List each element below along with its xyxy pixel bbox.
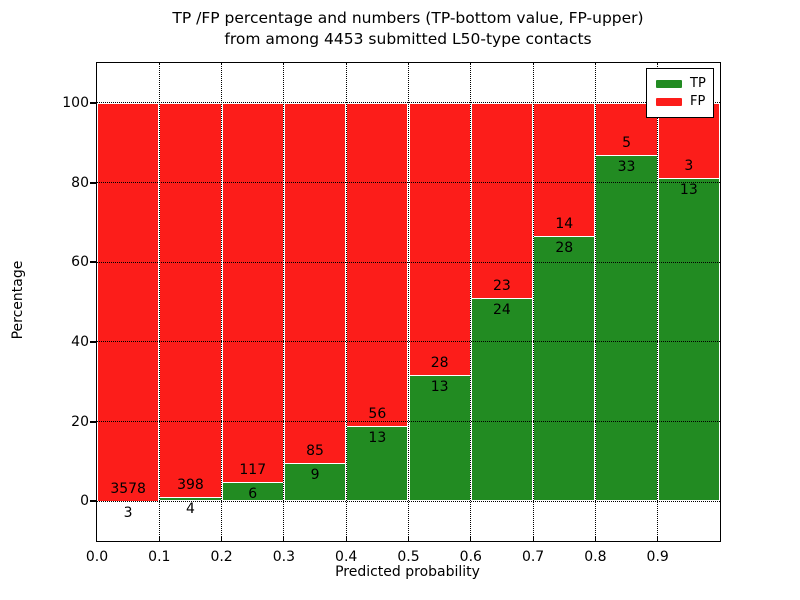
vertical-gridline <box>221 63 223 541</box>
fp-bar-segment <box>533 102 596 236</box>
vertical-gridline <box>470 63 472 541</box>
fp-count-label: 398 <box>177 477 204 494</box>
y-axis-tick <box>90 340 96 343</box>
vertical-gridline <box>158 63 160 541</box>
y-axis-tick <box>90 261 96 264</box>
x-tick-label: 0.2 <box>210 549 233 565</box>
tp-count-label: 9 <box>310 467 320 484</box>
chart-title-line1: TP /FP percentage and numbers (TP-bottom… <box>172 9 644 27</box>
x-axis-tick <box>470 537 472 541</box>
tp-count-label: 28 <box>555 239 574 256</box>
fp-bar-segment <box>346 102 409 427</box>
fp-bar-segment <box>159 102 222 498</box>
x-axis-tick <box>407 537 410 541</box>
legend-item-fp: FP <box>647 95 713 109</box>
legend-label-fp: FP <box>690 94 706 109</box>
fp-count-label: 14 <box>555 215 574 232</box>
x-axis-tick <box>221 537 223 541</box>
fp-count-label: 5 <box>622 135 631 152</box>
tp-bar-segment <box>408 374 471 502</box>
legend: TP FP <box>646 68 714 118</box>
tp-count-label: 13 <box>430 378 449 395</box>
tp-bar-segment <box>595 155 658 502</box>
x-tick-label: 0.9 <box>646 549 669 565</box>
chart-title: TP /FP percentage and numbers (TP-bottom… <box>8 8 800 50</box>
vertical-gridline <box>657 63 659 541</box>
y-axis-tick <box>90 181 96 184</box>
y-tick-label: 60 <box>71 254 89 271</box>
x-axis-tick <box>283 537 285 541</box>
x-tick-label: 0.7 <box>521 549 545 565</box>
plot-area: TP FP 3578 3 398 4 117 6 85 9 56 13 28 13 23 24 14 28 5 3… <box>62 62 721 565</box>
fp-bar-segment <box>221 102 284 482</box>
x-axis-tick <box>158 537 160 541</box>
horizontal-gridline <box>97 102 720 104</box>
fp-count-label: 56 <box>368 406 387 423</box>
fp-count-label: 117 <box>239 461 267 478</box>
fp-bar-segment <box>283 102 347 464</box>
fp-count-label: 23 <box>493 277 511 294</box>
x-tick-label: 0.1 <box>148 549 171 565</box>
tp-bar-segment <box>283 463 347 502</box>
x-axis-tick <box>345 537 347 541</box>
tp-bar-segment <box>470 297 534 502</box>
y-axis-tick <box>90 101 96 104</box>
horizontal-gridline <box>97 261 720 263</box>
fp-count-label: 28 <box>430 354 449 371</box>
y-axis-tick <box>90 500 96 503</box>
x-axis-tick <box>657 537 659 541</box>
y-tick-label: 20 <box>71 413 89 430</box>
x-tick-label: 0.3 <box>272 549 296 565</box>
legend-item-tp: TP <box>647 77 713 91</box>
horizontal-gridline <box>97 421 720 422</box>
tp-count-label: 24 <box>493 301 511 318</box>
x-axis-label: Predicted probability <box>335 564 480 580</box>
y-tick-label: 100 <box>62 94 89 111</box>
fp-swatch-icon <box>656 98 682 106</box>
tp-count-label: 13 <box>368 430 387 447</box>
x-axis-tick <box>532 537 534 541</box>
vertical-gridline <box>532 63 534 541</box>
tp-swatch-icon <box>656 80 682 88</box>
fp-count-label: 3578 <box>110 480 146 497</box>
tp-count-label: 4 <box>185 501 195 518</box>
fp-bar-segment <box>408 102 471 375</box>
vertical-gridline <box>283 63 285 541</box>
x-tick-label: 0.6 <box>459 549 482 565</box>
y-tick-label: 0 <box>80 493 89 510</box>
vertical-gridline <box>594 63 596 541</box>
horizontal-gridline <box>97 341 720 343</box>
x-tick-label: 0.8 <box>584 549 607 565</box>
tp-count-label: 3 <box>123 504 133 521</box>
x-tick-label: 0.0 <box>85 549 109 565</box>
tp-count-label: 6 <box>248 485 258 502</box>
vertical-gridline <box>345 63 347 541</box>
y-axis-tick <box>90 420 96 423</box>
chart-title-line2: from among 4453 submitted L50-type conta… <box>224 30 592 48</box>
fp-count-label: 85 <box>306 443 324 460</box>
tp-count-label: 13 <box>679 181 698 198</box>
y-tick-label: 80 <box>71 174 89 191</box>
y-tick-label: 40 <box>71 333 89 350</box>
tp-bar-segment <box>657 177 720 502</box>
x-axis-tick <box>594 537 596 541</box>
fp-count-label: 3 <box>684 157 694 174</box>
x-tick-label: 0.4 <box>335 549 358 565</box>
legend-label-tp: TP <box>690 76 706 91</box>
horizontal-gridline <box>97 500 720 502</box>
tp-bar-segment <box>346 426 409 502</box>
y-axis-label: Percentage <box>10 260 26 340</box>
fp-bar-segment <box>97 102 160 501</box>
vertical-gridline <box>408 63 409 541</box>
fp-bar-segment <box>470 102 534 298</box>
horizontal-gridline <box>97 182 720 183</box>
tp-bar-segment <box>533 235 596 502</box>
x-tick-label: 0.5 <box>397 549 420 565</box>
tp-count-label: 33 <box>617 159 636 176</box>
tp-bar-segment <box>221 481 284 502</box>
